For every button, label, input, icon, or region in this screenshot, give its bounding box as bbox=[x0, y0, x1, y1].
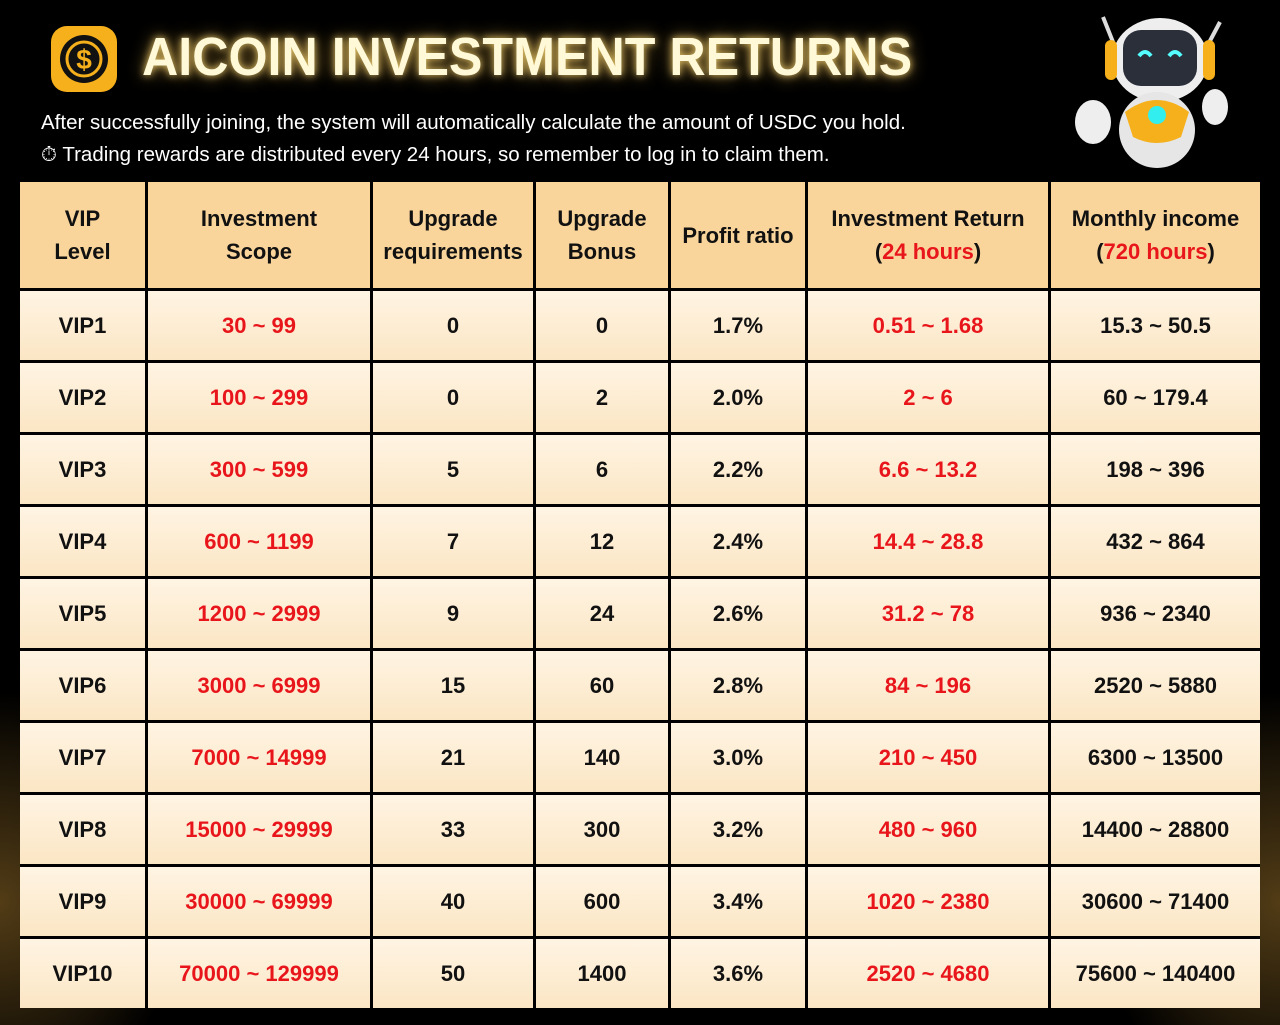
cell-investment-return: 6.6 ~ 13.2 bbox=[808, 435, 1048, 504]
cell-monthly-income: 198 ~ 396 bbox=[1051, 435, 1260, 504]
column-header-monthly-income: Monthly income (720 hours) bbox=[1051, 182, 1260, 288]
cell-upgrade-bonus: 1400 bbox=[536, 939, 668, 1008]
cell-profit-ratio: 2.2% bbox=[671, 435, 805, 504]
cell-vip-level: VIP3 bbox=[20, 435, 145, 504]
cell-investment-scope: 7000 ~ 14999 bbox=[148, 723, 370, 792]
cell-upgrade-requirements: 0 bbox=[373, 291, 533, 360]
cell-upgrade-requirements: 15 bbox=[373, 651, 533, 720]
cell-upgrade-bonus: 12 bbox=[536, 507, 668, 576]
cell-investment-scope: 3000 ~ 6999 bbox=[148, 651, 370, 720]
cell-monthly-income: 75600 ~ 140400 bbox=[1051, 939, 1260, 1008]
page-title: AICOIN INVESTMENT RETURNS bbox=[142, 27, 913, 87]
cell-vip-level: VIP9 bbox=[20, 867, 145, 936]
cell-investment-scope: 1200 ~ 2999 bbox=[148, 579, 370, 648]
cell-monthly-income: 14400 ~ 28800 bbox=[1051, 795, 1260, 864]
dollar-coin-logo-icon: $ bbox=[51, 26, 117, 92]
cell-vip-level: VIP10 bbox=[20, 939, 145, 1008]
cell-upgrade-requirements: 9 bbox=[373, 579, 533, 648]
cell-investment-return: 2520 ~ 4680 bbox=[808, 939, 1048, 1008]
robot-mascot-icon bbox=[1075, 16, 1228, 168]
cell-profit-ratio: 2.4% bbox=[671, 507, 805, 576]
cell-upgrade-bonus: 600 bbox=[536, 867, 668, 936]
cell-investment-return: 1020 ~ 2380 bbox=[808, 867, 1048, 936]
cell-profit-ratio: 1.7% bbox=[671, 291, 805, 360]
cell-upgrade-requirements: 40 bbox=[373, 867, 533, 936]
cell-vip-level: VIP8 bbox=[20, 795, 145, 864]
cell-monthly-income: 6300 ~ 13500 bbox=[1051, 723, 1260, 792]
cell-vip-level: VIP6 bbox=[20, 651, 145, 720]
cell-investment-return: 31.2 ~ 78 bbox=[808, 579, 1048, 648]
cell-investment-scope: 600 ~ 1199 bbox=[148, 507, 370, 576]
cell-vip-level: VIP1 bbox=[20, 291, 145, 360]
subtitle-line-2-text: Trading rewards are distributed every 24… bbox=[62, 143, 830, 166]
column-header-vip-level: VIP Level bbox=[20, 182, 145, 288]
cell-upgrade-requirements: 7 bbox=[373, 507, 533, 576]
cell-investment-scope: 100 ~ 299 bbox=[148, 363, 370, 432]
cell-profit-ratio: 3.2% bbox=[671, 795, 805, 864]
cell-investment-scope: 30000 ~ 69999 bbox=[148, 867, 370, 936]
cell-monthly-income: 15.3 ~ 50.5 bbox=[1051, 291, 1260, 360]
vip-returns-table: VIP Level Investment Scope Upgrade requirem… bbox=[20, 182, 1260, 1008]
cell-upgrade-requirements: 50 bbox=[373, 939, 533, 1008]
cell-upgrade-bonus: 6 bbox=[536, 435, 668, 504]
cell-monthly-income: 432 ~ 864 bbox=[1051, 507, 1260, 576]
cell-upgrade-requirements: 5 bbox=[373, 435, 533, 504]
cell-profit-ratio: 2.0% bbox=[671, 363, 805, 432]
cell-monthly-income: 2520 ~ 5880 bbox=[1051, 651, 1260, 720]
cell-investment-return: 2 ~ 6 bbox=[808, 363, 1048, 432]
cell-upgrade-bonus: 24 bbox=[536, 579, 668, 648]
cell-monthly-income: 30600 ~ 71400 bbox=[1051, 867, 1260, 936]
cell-vip-level: VIP5 bbox=[20, 579, 145, 648]
column-header-profit-ratio: Profit ratio bbox=[671, 182, 805, 288]
cell-vip-level: VIP2 bbox=[20, 363, 145, 432]
cell-upgrade-requirements: 21 bbox=[373, 723, 533, 792]
cell-upgrade-bonus: 60 bbox=[536, 651, 668, 720]
svg-text:$: $ bbox=[76, 44, 92, 75]
subtitle-line-2: ⏱ Trading rewards are distributed every … bbox=[41, 143, 830, 167]
subtitle-line-1: After successfully joining, the system w… bbox=[41, 111, 906, 134]
cell-investment-scope: 15000 ~ 29999 bbox=[148, 795, 370, 864]
column-header-investment-scope: Investment Scope bbox=[148, 182, 370, 288]
cell-monthly-income: 936 ~ 2340 bbox=[1051, 579, 1260, 648]
cell-investment-scope: 30 ~ 99 bbox=[148, 291, 370, 360]
cell-investment-return: 14.4 ~ 28.8 bbox=[808, 507, 1048, 576]
cell-monthly-income: 60 ~ 179.4 bbox=[1051, 363, 1260, 432]
cell-upgrade-requirements: 33 bbox=[373, 795, 533, 864]
cell-investment-return: 84 ~ 196 bbox=[808, 651, 1048, 720]
column-header-upgrade-bonus: Upgrade Bonus bbox=[536, 182, 668, 288]
cell-vip-level: VIP7 bbox=[20, 723, 145, 792]
cell-investment-return: 210 ~ 450 bbox=[808, 723, 1048, 792]
cell-upgrade-bonus: 140 bbox=[536, 723, 668, 792]
cell-investment-scope: 300 ~ 599 bbox=[148, 435, 370, 504]
cell-upgrade-bonus: 300 bbox=[536, 795, 668, 864]
cell-profit-ratio: 2.6% bbox=[671, 579, 805, 648]
stopwatch-icon: ⏱ bbox=[41, 143, 57, 166]
cell-upgrade-bonus: 0 bbox=[536, 291, 668, 360]
cell-upgrade-requirements: 0 bbox=[373, 363, 533, 432]
cell-investment-return: 480 ~ 960 bbox=[808, 795, 1048, 864]
cell-profit-ratio: 3.4% bbox=[671, 867, 805, 936]
cell-vip-level: VIP4 bbox=[20, 507, 145, 576]
cell-profit-ratio: 3.0% bbox=[671, 723, 805, 792]
column-header-investment-return: Investment Return (24 hours) bbox=[808, 182, 1048, 288]
cell-profit-ratio: 3.6% bbox=[671, 939, 805, 1008]
cell-upgrade-bonus: 2 bbox=[536, 363, 668, 432]
cell-profit-ratio: 2.8% bbox=[671, 651, 805, 720]
cell-investment-return: 0.51 ~ 1.68 bbox=[808, 291, 1048, 360]
column-header-upgrade-requirements: Upgrade requirements bbox=[373, 182, 533, 288]
cell-investment-scope: 70000 ~ 129999 bbox=[148, 939, 370, 1008]
